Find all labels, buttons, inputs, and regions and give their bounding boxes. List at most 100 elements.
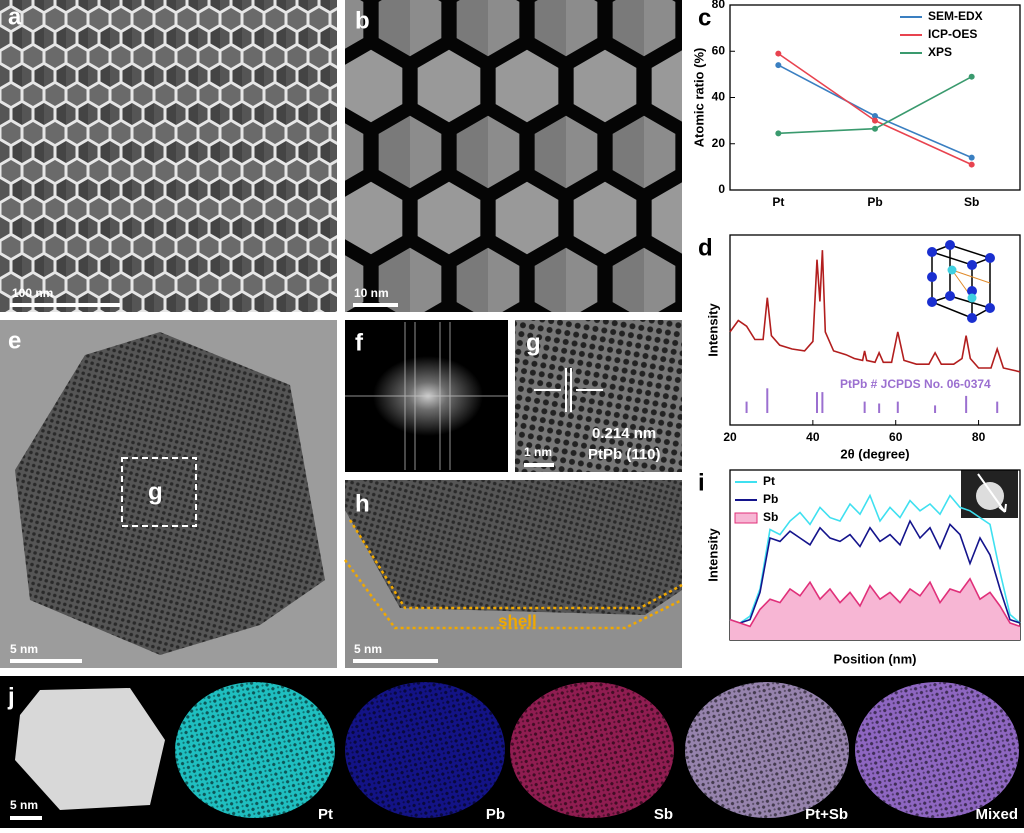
map-label: Mixed [975, 806, 1018, 823]
lattice-plane: PtPb (110) [588, 446, 661, 463]
unit-cell [929, 244, 993, 320]
y-tick-label: 0 [718, 182, 725, 196]
panel-label: f [355, 329, 364, 356]
reference-label: PtPb # JCPDS No. 06-0374 [840, 377, 991, 391]
legend-label: Pb [763, 492, 778, 506]
panel-label: a [8, 3, 22, 30]
line [777, 52, 973, 166]
x-axis-label: Position (nm) [833, 651, 916, 666]
panel-b: b 10 nm [345, 0, 682, 312]
marker [775, 50, 782, 57]
scale-bar [10, 659, 82, 663]
panel-label: b [355, 7, 370, 34]
plot-frame [729, 234, 1021, 426]
scale-bar-label: 10 nm [354, 286, 389, 300]
d-spacing: 0.214 nm [592, 425, 656, 442]
panel-f: f [345, 320, 508, 472]
haadf-inset [961, 470, 1018, 518]
scale-bar [353, 303, 398, 307]
line [730, 519, 1021, 624]
speckle [855, 682, 1019, 818]
panel-a: a 100 nm [0, 0, 337, 312]
panel-h: shell h 5 nm [343, 480, 683, 668]
marker [872, 117, 878, 124]
legend-label: Pt [763, 474, 775, 488]
x-tick-label: Pb [867, 195, 882, 209]
map-label: Pb [486, 806, 505, 823]
shell-outline [343, 519, 683, 630]
scale-bar [524, 463, 554, 467]
haadf-map [15, 688, 165, 810]
panel-j: j 5 nm Pt Pb Sb Pt+Sb Mixed [0, 676, 1024, 828]
legend-label: SEM-EDX [928, 9, 983, 23]
x-tick-label: Pt [772, 195, 784, 209]
line [778, 75, 973, 135]
map-label: Pt [318, 806, 333, 823]
scale-bar [353, 659, 438, 663]
legend-label: Sb [763, 510, 778, 524]
y-axis-label: Intensity [705, 528, 720, 582]
marker [968, 73, 975, 80]
legend-label: ICP-OES [928, 27, 977, 41]
scale-bar-label: 5 nm [10, 798, 38, 812]
speckle [510, 682, 674, 818]
speckle [685, 682, 849, 818]
scale-bar [10, 303, 120, 307]
legend-label: XPS [928, 45, 952, 59]
x-tick-label: 80 [972, 430, 986, 444]
panel-label: c [698, 4, 711, 31]
atoms [947, 265, 977, 303]
crystal-region [345, 480, 682, 615]
marker [775, 130, 782, 137]
box-label: g [148, 478, 163, 505]
panel-e: g e 5 nm [0, 320, 337, 668]
scale-bar-label: 1 nm [524, 445, 552, 459]
map-label: Pt+Sb [805, 806, 848, 823]
speckle [345, 682, 505, 818]
marker [775, 62, 782, 69]
marker [968, 161, 975, 168]
y-axis-label: Intensity [705, 303, 720, 357]
streak [345, 322, 508, 470]
scale-bar-label: 100 nm [12, 286, 53, 300]
marker [968, 154, 975, 161]
speckle [175, 682, 335, 818]
x-tick-label: 60 [889, 430, 903, 444]
line [729, 577, 1021, 628]
y-tick-label: 60 [712, 43, 726, 57]
atoms [927, 240, 995, 323]
line [729, 493, 1021, 624]
legend-swatch [734, 512, 758, 524]
nanocrystal [15, 332, 325, 655]
panel-label: e [8, 327, 21, 354]
x-tick-label: Sb [964, 195, 979, 209]
scan-arrow [977, 473, 1007, 513]
x-tick-label: 40 [806, 430, 820, 444]
shell-label: shell [498, 611, 537, 630]
area [730, 578, 1020, 640]
marker [872, 113, 878, 119]
particle [976, 482, 1004, 510]
crystal-inset [927, 240, 995, 323]
panel-label: j [7, 683, 15, 710]
line [729, 250, 1021, 373]
lattice-image [515, 320, 682, 472]
line [777, 64, 973, 159]
panel-g: g 0.214 nm PtPb (110) 1 nm [515, 320, 682, 472]
scale-bar-label: 5 nm [10, 642, 38, 656]
x-tick-label: 20 [723, 430, 737, 444]
y-tick-label: 40 [712, 90, 726, 104]
panel-label: d [698, 234, 713, 261]
scale-bar-label: 5 nm [354, 642, 382, 656]
charts: c Pt Pb Sb 0 20 40 60 80 Atomic ratio (%) SEM-EDX I… [691, 0, 1021, 666]
x-axis-label: 2θ (degree) [840, 446, 909, 461]
haadf-image [345, 0, 682, 312]
panel-label: i [698, 469, 705, 496]
panel-label: h [355, 490, 370, 517]
zoom-box [121, 457, 197, 527]
panel-label: g [526, 329, 541, 356]
spacing-marker [534, 368, 603, 412]
y-tick-label: 20 [712, 136, 726, 150]
map-label: Sb [654, 806, 673, 823]
